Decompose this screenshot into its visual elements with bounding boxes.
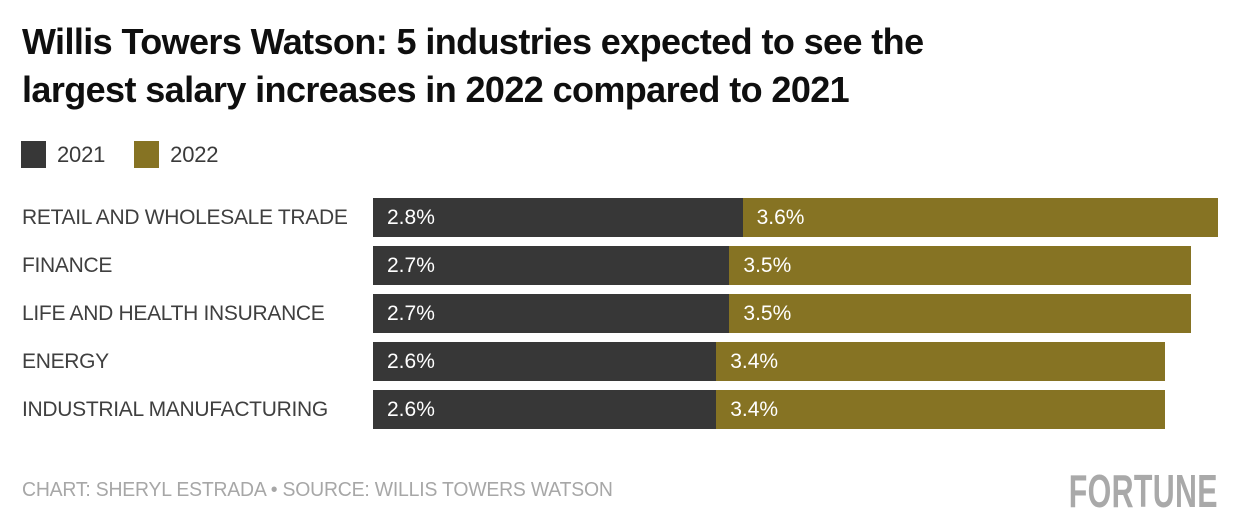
chart-rows: RETAIL AND WHOLESALE TRADE 2.8% 3.6% FIN… — [0, 198, 1240, 438]
bar-value-2021: 2.7% — [387, 301, 435, 325]
chart-row: INDUSTRIAL MANUFACTURING 2.6% 3.4% — [0, 390, 1240, 429]
bar-group: 2.6% 3.4% — [373, 390, 1165, 429]
bar-value-2021: 2.6% — [387, 349, 435, 373]
bar-value-2022: 3.4% — [730, 397, 779, 421]
legend-swatch-2021 — [21, 141, 46, 168]
chart-row: RETAIL AND WHOLESALE TRADE 2.8% 3.6% — [0, 198, 1240, 237]
bar-2022: 3.6% — [742, 198, 1218, 237]
bar-group: 2.7% 3.5% — [373, 294, 1192, 333]
legend-item-2021: 2021 — [21, 141, 105, 168]
bar-2021: 2.8% — [373, 198, 743, 237]
bar-value-2022: 3.5% — [743, 301, 792, 325]
bar-group: 2.6% 3.4% — [373, 342, 1165, 381]
bar-2022: 3.5% — [729, 246, 1192, 285]
chart-title-line2: largest salary increases in 2022 compare… — [22, 69, 850, 110]
bar-2022: 3.4% — [716, 390, 1165, 429]
legend: 2021 2022 — [21, 141, 219, 168]
bar-value-2021: 2.8% — [387, 205, 435, 229]
chart-title: Willis Towers Watson: 5 industries expec… — [22, 18, 924, 114]
legend-label-2022: 2022 — [170, 141, 219, 167]
bar-value-2021: 2.6% — [387, 397, 435, 421]
bar-group: 2.8% 3.6% — [373, 198, 1218, 237]
fortune-logo: FORTUNE — [1068, 465, 1218, 517]
category-label: FINANCE — [22, 253, 113, 277]
footer-credit: CHART: SHERYL ESTRADA • SOURCE: WILLIS T… — [22, 479, 613, 501]
category-label: RETAIL AND WHOLESALE TRADE — [22, 205, 348, 229]
category-label: ENERGY — [22, 349, 109, 373]
bar-2021: 2.6% — [373, 342, 717, 381]
chart-row: ENERGY 2.6% 3.4% — [0, 342, 1240, 381]
chart-title-line1: Willis Towers Watson: 5 industries expec… — [22, 21, 924, 62]
bar-value-2022: 3.5% — [743, 253, 792, 277]
bar-value-2021: 2.7% — [387, 253, 435, 277]
bar-group: 2.7% 3.5% — [373, 246, 1192, 285]
bar-2022: 3.5% — [729, 294, 1192, 333]
bar-value-2022: 3.4% — [730, 349, 779, 373]
bar-value-2022: 3.6% — [756, 205, 805, 229]
bar-2021: 2.7% — [373, 294, 730, 333]
legend-swatch-2022 — [134, 141, 160, 168]
legend-item-2022: 2022 — [134, 141, 219, 168]
category-label: LIFE AND HEALTH INSURANCE — [22, 301, 325, 325]
chart-row: LIFE AND HEALTH INSURANCE 2.7% 3.5% — [0, 294, 1240, 333]
bar-2021: 2.7% — [373, 246, 730, 285]
category-label: INDUSTRIAL MANUFACTURING — [22, 397, 328, 421]
bar-2021: 2.6% — [373, 390, 717, 429]
legend-label-2021: 2021 — [57, 141, 106, 167]
bar-2022: 3.4% — [716, 342, 1165, 381]
chart-row: FINANCE 2.7% 3.5% — [0, 246, 1240, 285]
